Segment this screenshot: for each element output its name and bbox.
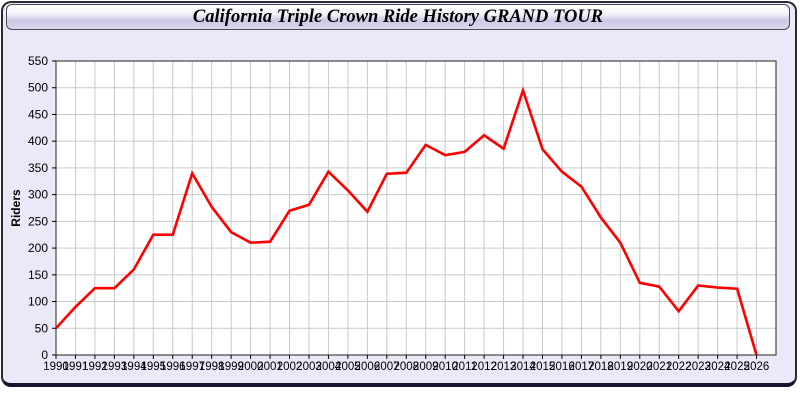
- gridlines: [56, 61, 776, 355]
- svg-text:2011: 2011: [452, 361, 477, 373]
- svg-text:1997: 1997: [179, 361, 205, 373]
- svg-text:2021: 2021: [646, 361, 672, 373]
- svg-text:2008: 2008: [393, 361, 419, 373]
- svg-text:1996: 1996: [160, 361, 186, 373]
- x-axis-labels: 1990199119921993199419951996199719981999…: [43, 361, 769, 373]
- plot-border: [55, 60, 777, 356]
- svg-text:2004: 2004: [316, 361, 342, 373]
- svg-text:1998: 1998: [199, 361, 225, 373]
- svg-text:2024: 2024: [705, 361, 731, 373]
- title-bar: California Triple Crown Ride History GRA…: [6, 4, 790, 30]
- svg-text:2025: 2025: [724, 361, 750, 373]
- svg-text:100: 100: [28, 295, 48, 309]
- svg-text:1991: 1991: [63, 361, 89, 373]
- svg-text:2016: 2016: [549, 361, 575, 373]
- svg-text:2001: 2001: [257, 361, 283, 373]
- axis-ticks: [52, 60, 758, 359]
- svg-text:2003: 2003: [296, 361, 322, 373]
- svg-text:1999: 1999: [218, 361, 244, 373]
- svg-text:1995: 1995: [141, 361, 167, 373]
- y-axis-labels: 0 50 100 150 200 250 300 350 400 450 500 550: [28, 54, 48, 362]
- svg-text:2012: 2012: [471, 361, 497, 373]
- svg-text:250: 250: [28, 214, 48, 228]
- svg-text:2017: 2017: [569, 361, 595, 373]
- svg-text:1993: 1993: [102, 361, 128, 373]
- svg-text:50: 50: [35, 321, 49, 335]
- svg-text:200: 200: [28, 241, 48, 255]
- riders-line: [55, 86, 758, 356]
- svg-text:150: 150: [28, 268, 48, 282]
- svg-text:2023: 2023: [685, 361, 711, 373]
- svg-text:2015: 2015: [530, 361, 556, 373]
- svg-text:2013: 2013: [491, 361, 517, 373]
- svg-text:2020: 2020: [627, 361, 653, 373]
- svg-text:450: 450: [28, 107, 48, 121]
- svg-text:2002: 2002: [277, 361, 303, 373]
- svg-text:1994: 1994: [121, 361, 147, 373]
- svg-text:0: 0: [41, 348, 48, 362]
- plot-area: [56, 61, 776, 355]
- svg-text:2007: 2007: [374, 361, 400, 373]
- svg-text:2022: 2022: [666, 361, 692, 373]
- svg-text:350: 350: [28, 161, 48, 175]
- svg-text:2010: 2010: [432, 361, 458, 373]
- svg-text:2006: 2006: [355, 361, 381, 373]
- svg-text:500: 500: [28, 81, 48, 95]
- svg-text:2009: 2009: [413, 361, 439, 373]
- ride-history-chart: 1990199119921993199419951996199719981999…: [9, 54, 777, 373]
- svg-text:2014: 2014: [510, 361, 536, 373]
- svg-text:550: 550: [28, 54, 48, 68]
- svg-text:300: 300: [28, 188, 48, 202]
- svg-text:1990: 1990: [43, 361, 69, 373]
- svg-text:2026: 2026: [744, 361, 770, 373]
- svg-text:2019: 2019: [608, 361, 634, 373]
- y-axis-title: Riders: [9, 189, 23, 227]
- svg-text:2000: 2000: [238, 361, 264, 373]
- svg-text:1992: 1992: [82, 361, 108, 373]
- svg-text:2018: 2018: [588, 361, 614, 373]
- window-title: California Triple Crown Ride History GRA…: [192, 6, 604, 27]
- window: California Triple Crown Ride History GRA…: [1, 1, 797, 387]
- svg-text:2005: 2005: [335, 361, 361, 373]
- svg-text:400: 400: [28, 134, 48, 148]
